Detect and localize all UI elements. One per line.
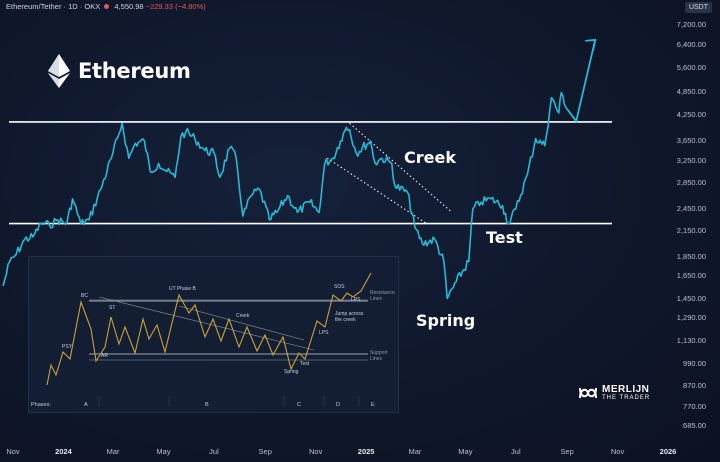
symbol-header[interactable]: Ethereum/Tether · 1D · OKX 4,550.98 −229… (6, 2, 206, 11)
y-tick-label: 770.00 (683, 401, 706, 411)
y-tick-label: 2,450.00 (676, 204, 706, 213)
symbol-pair: Ethereum/Tether · 1D · OKX (6, 2, 101, 11)
annotation-spring: Spring (416, 311, 476, 330)
market-status-icon (104, 4, 110, 9)
last-price: 4,550.98 (114, 2, 144, 11)
y-tick-label: 1,130.00 (676, 336, 706, 346)
y-tick-label: 2,850.00 (676, 178, 706, 188)
y-tick-label: 990.00 (683, 358, 706, 368)
ethereum-diamond-icon (48, 54, 70, 88)
inset-creek-line (178, 305, 305, 341)
inset-phase-d: D (336, 402, 340, 408)
projection-line (566, 39, 597, 124)
merlijn-logo-icon (579, 387, 597, 399)
x-tick-label: 2026 (659, 447, 677, 456)
annotation-test: Test (486, 228, 523, 247)
inset-phase-c: C (297, 402, 301, 408)
inset-label-test: Test (300, 361, 310, 367)
y-tick-label: 1,450.00 (676, 293, 706, 303)
inset-label-sos: SOS (334, 284, 345, 290)
x-tick-label: Sep (258, 447, 272, 456)
inset-wyckoff-path (46, 272, 372, 386)
y-tick-label: 685.00 (683, 421, 706, 431)
price-change: −229.33 (−4.80%) (145, 2, 206, 11)
y-tick-label: 4,850.00 (676, 87, 706, 97)
projection-arrowhead (585, 38, 597, 51)
brand-name: MERLIJN (602, 384, 650, 395)
price-series-line (2, 91, 568, 300)
brand-tagline: THE TRADER (602, 395, 651, 401)
inset-label-ut: UT Phase B (169, 286, 196, 292)
y-tick-label: 5,600.00 (676, 62, 706, 72)
x-tick-label: Mar (106, 447, 120, 456)
y-tick-label: 1,290.00 (676, 313, 706, 323)
x-tick-label: May (458, 447, 473, 456)
x-tick-label: 2024 (55, 447, 72, 456)
y-tick-label: 1,850.00 (676, 251, 706, 261)
y-tick-label: 6,400.00 (676, 40, 706, 50)
wyckoff-schematic-inset: PSY BC AR ST UT Phase B Creek Spring Tes… (28, 256, 399, 413)
creek-channel-line (349, 122, 453, 213)
y-tick-label: 7,200.00 (676, 20, 706, 30)
inset-label-ar: AR (101, 353, 108, 359)
inset-phase-b: B (205, 402, 209, 408)
inset-phase-e: E (371, 402, 375, 408)
y-tick-label: 4,250.00 (676, 110, 706, 119)
inset-label-jump: Jump across the creek (335, 311, 364, 323)
x-tick-label: Nov (610, 447, 625, 456)
inset-label-resistance: Resistance Lines (370, 290, 395, 302)
x-tick-label: Mar (408, 447, 422, 456)
logo-text: Ethereum (78, 59, 191, 83)
x-tick-label: Jul (511, 447, 521, 456)
currency-unit-badge[interactable]: USDT (684, 2, 712, 13)
y-tick-label: 3,250.00 (676, 155, 706, 165)
inset-label-bc: BC (81, 293, 88, 299)
ethereum-logo: Ethereum (48, 54, 191, 88)
inset-phase-a: A (84, 402, 88, 408)
y-tick-label: 3,650.00 (676, 135, 706, 145)
x-tick-label: Sep (560, 447, 574, 456)
inset-label-support: Support Lines (370, 350, 388, 362)
wyckoff-diagram (46, 272, 372, 407)
inset-label-spring: Spring (284, 369, 299, 375)
inset-phases-label: Phases: (31, 402, 51, 408)
y-tick-label: 870.00 (683, 380, 706, 390)
annotation-creek: Creek (404, 148, 456, 167)
inset-label-lps2: LPS (351, 297, 361, 303)
inset-label-ps: PSY (62, 344, 73, 350)
y-tick-label: 2,150.00 (676, 226, 706, 236)
x-tick-label: Nov (6, 447, 20, 456)
inset-label-creek: Creek (236, 313, 250, 319)
inset-label-st: ST (109, 305, 116, 311)
x-tick-label: Jul (209, 447, 219, 456)
x-tick-label: Nov (309, 447, 323, 456)
merlijn-brand: MERLIJN THE TRADER (578, 385, 650, 401)
inset-creek-line (98, 296, 315, 351)
y-tick-label: 1,650.00 (676, 271, 706, 281)
x-tick-label: May (156, 447, 171, 456)
inset-label-lps: LPS (319, 330, 329, 336)
x-tick-label: 2025 (357, 447, 375, 456)
